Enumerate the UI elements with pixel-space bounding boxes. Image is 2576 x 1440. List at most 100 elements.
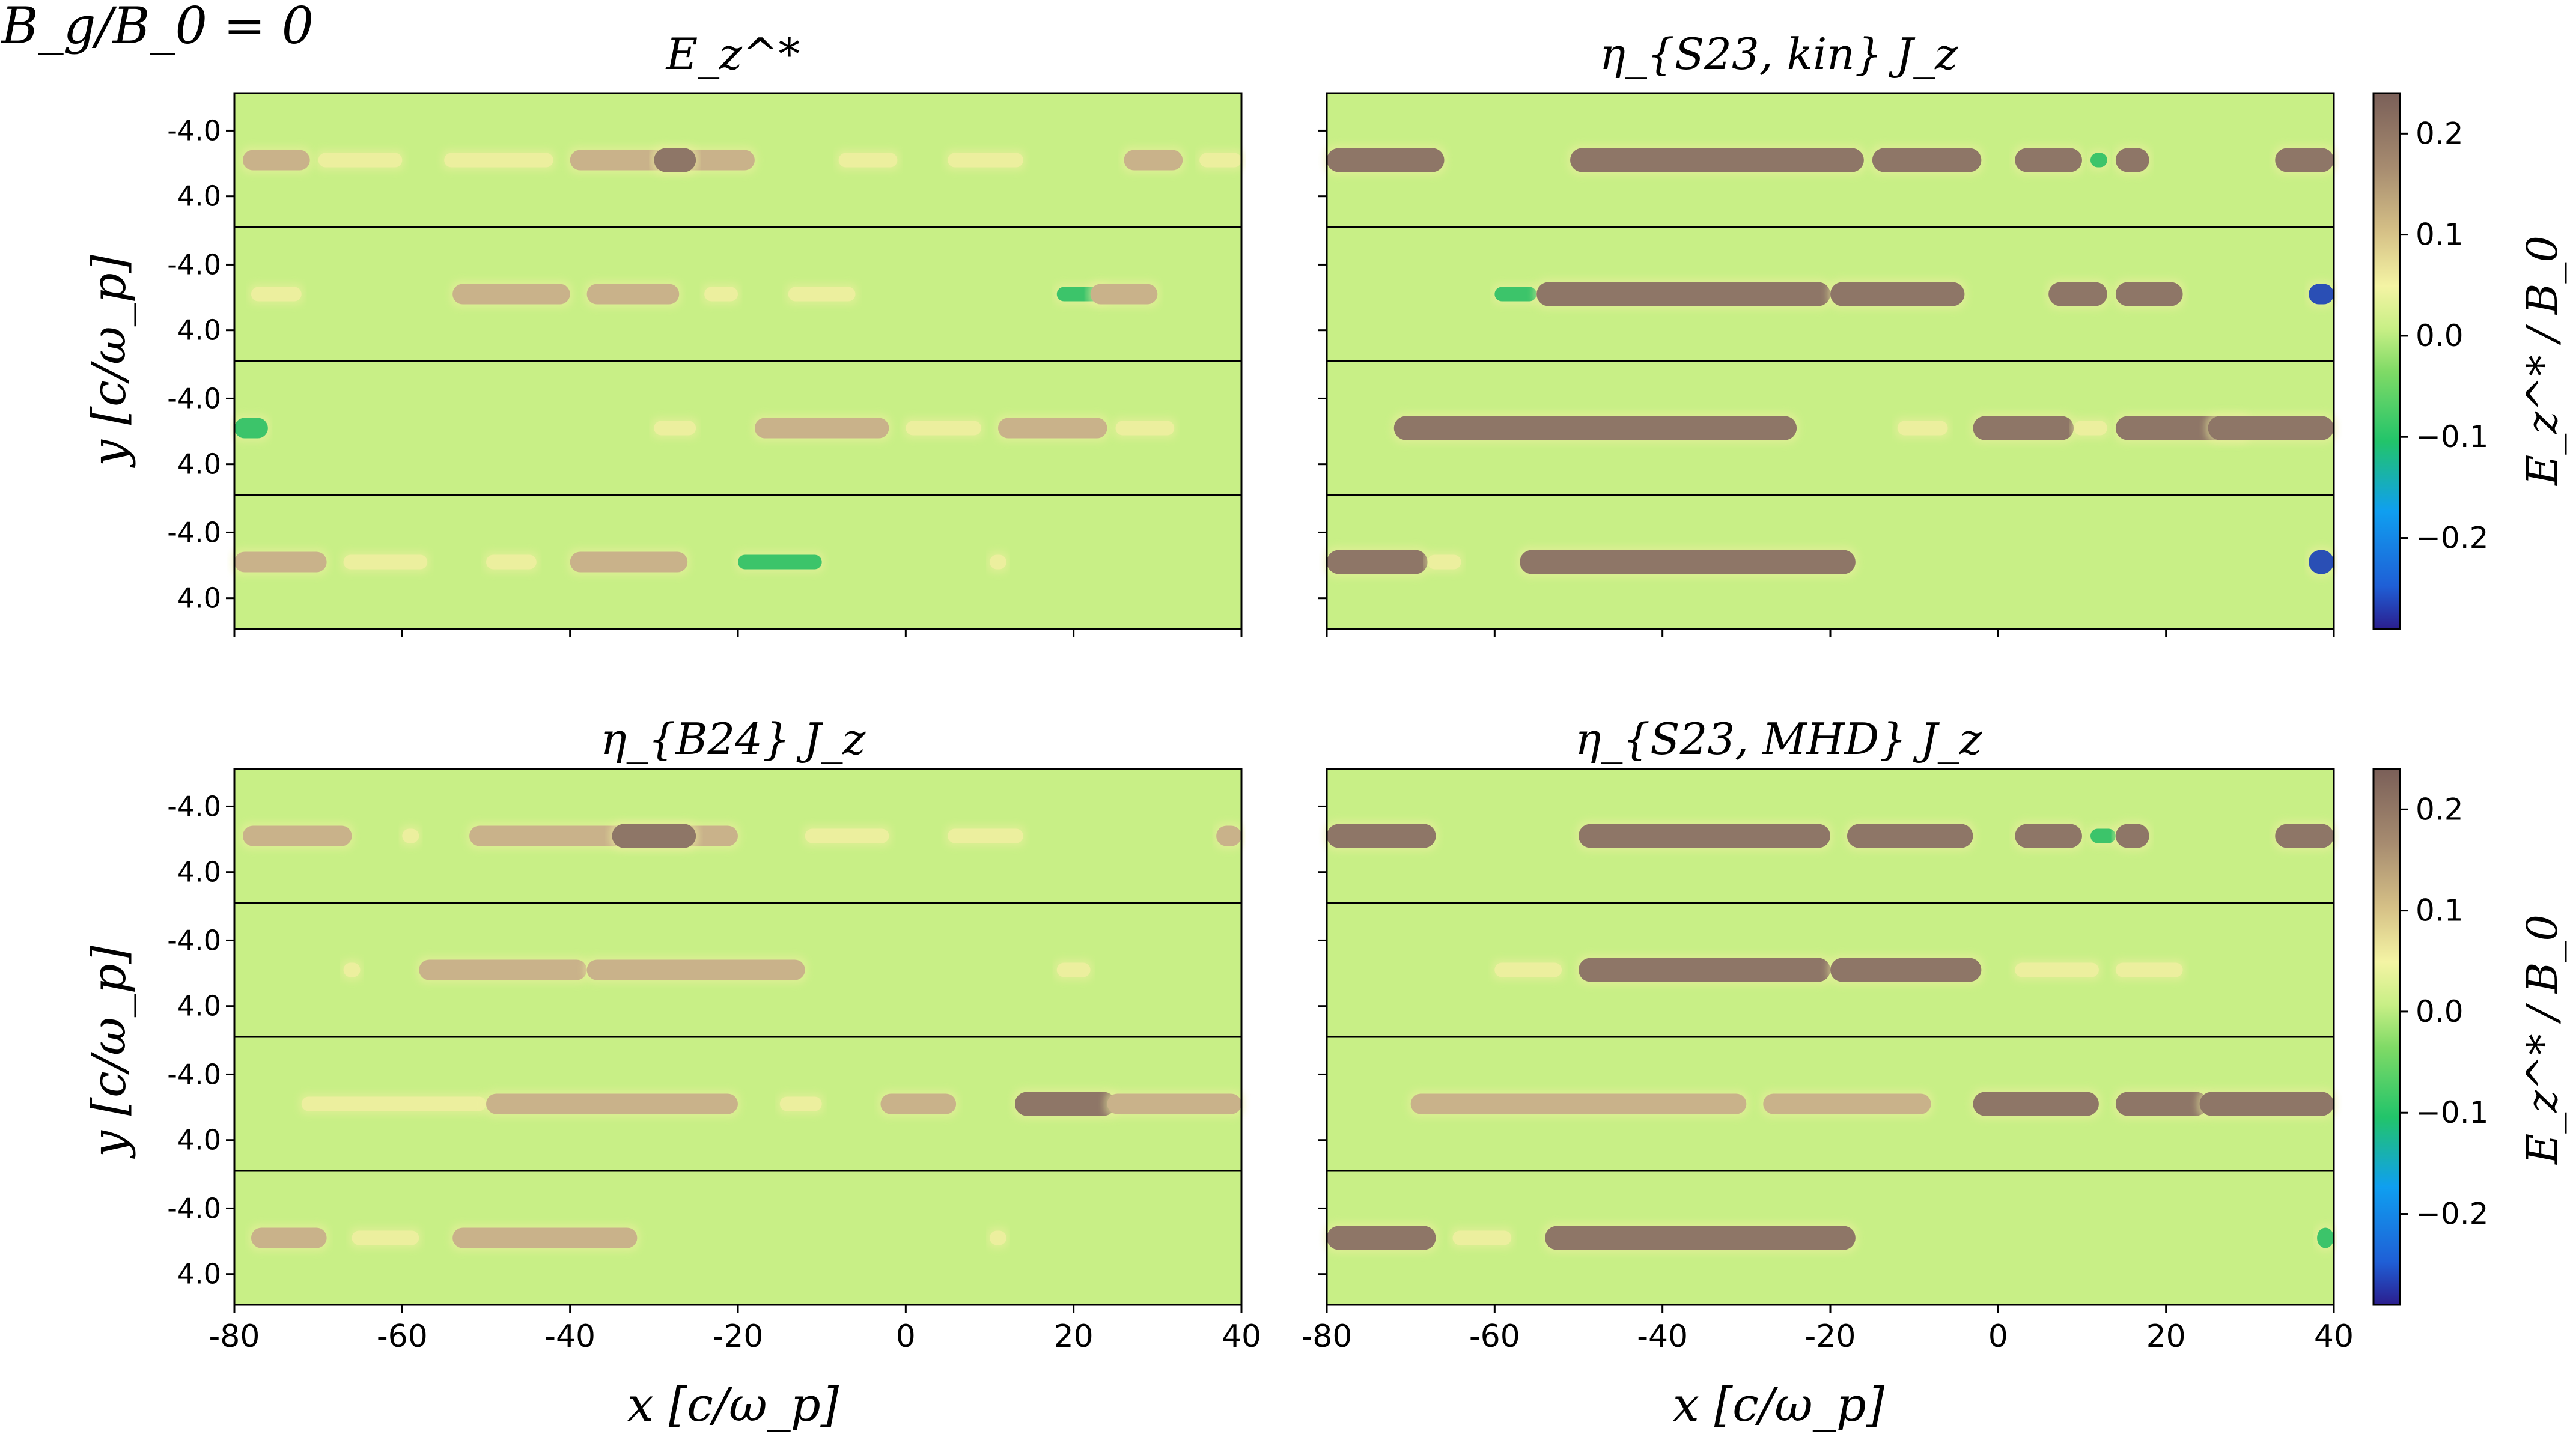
subpanel-row-3: -4.0 4.0 [167,360,1243,496]
colorbar-top: 0.2 0.1 0.0 −0.1 −0.2 [2372,92,2488,630]
subpanel-row-4: -4.0 4.0 [167,1170,1243,1306]
y-tick-label: 4.0 [177,180,221,213]
current-sheet-segment [444,153,553,168]
current-sheet-segment [1452,1230,1512,1245]
x-tick-label: 20 [2146,1319,2186,1355]
colorbar-gradient [2372,92,2401,630]
current-sheet-segment [2015,824,2082,848]
current-sheet-segment [1847,824,1973,848]
current-sheet-segment [654,148,696,172]
current-sheet-segment [1579,958,1830,982]
current-sheet-segment [1327,1226,1436,1250]
subpanel-row-3 [1318,1036,2336,1172]
colorbar-tick-label: 0.1 [2416,893,2464,928]
current-sheet-segment [2015,962,2099,977]
current-sheet-segment [779,1096,822,1111]
current-sheet-segment [805,828,889,843]
y-tick-label: 4.0 [177,1124,221,1156]
current-sheet-segment [2275,824,2334,848]
ylabel-top: y [c/ω_p] [82,254,136,468]
current-sheet-segment [242,150,310,171]
x-tick-label: -20 [1805,1319,1856,1355]
subpanel-row-2 [1318,902,2335,1038]
panel-bottom-right: -80 -60 -40 -20 0 20 40 [1302,768,2354,1355]
current-sheet-segment [1327,148,1445,172]
current-sheet-segment [301,1096,486,1111]
current-sheet-segment [1545,1226,1856,1250]
y-tick-label: -4.0 [167,1192,221,1224]
current-sheet-segment [1897,421,1948,436]
x-tick-label: -80 [1302,1319,1353,1355]
subpanel-row-3: -4.0 4.0 [167,1036,1244,1172]
current-sheet-segment [654,421,696,436]
subpanel-row-4 [1318,494,2336,630]
current-sheet-segment [1520,550,1856,574]
current-sheet-segment [2317,1227,2334,1248]
current-sheet-segment [2115,282,2183,306]
y-tick-label: -4.0 [167,924,221,956]
current-sheet-segment [838,153,898,168]
current-sheet-segment [251,1227,327,1248]
current-sheet-segment [2115,148,2149,172]
current-sheet-segment [352,1230,419,1245]
current-sheet-segment [1056,962,1091,977]
current-sheet-segment [754,418,889,439]
x-tick-label: 0 [896,1319,916,1355]
current-sheet-segment [2115,1092,2208,1116]
x-tick-label: -60 [377,1319,428,1355]
subpanel-row-4: -4.0 4.0 [167,494,1243,630]
ylabel-bottom: y [c/ω_p] [82,945,136,1159]
current-sheet-segment [1830,282,1965,306]
current-sheet-segment [1090,284,1158,305]
current-sheet-segment [738,554,822,570]
current-sheet-segment [1115,421,1175,436]
current-sheet-segment [2275,148,2334,172]
current-sheet-segment [1973,1092,2099,1116]
colorbar-tick-label: −0.1 [2416,419,2488,454]
xlabel-right: x [c/ω_p] [1673,1378,1885,1432]
xlabel-left: x [c/ω_p] [627,1378,839,1432]
current-sheet-segment [2090,153,2107,168]
current-sheet-segment [1536,282,1830,306]
current-sheet-segment [880,1093,957,1114]
current-sheet-segment [1570,148,1864,172]
current-sheet-segment [1199,153,1241,168]
panel-title-bottom-right: η_{S23, MHD} J_z [1575,714,1982,764]
x-tick-label: -40 [544,1319,595,1355]
current-sheet-segment [486,554,537,570]
current-sheet-segment [452,1227,638,1248]
colorbar-tick-label: 0.0 [2416,994,2464,1029]
panel-title-top-right: η_{S23, kin} J_z [1600,29,1958,79]
subpanel-row-3 [1318,360,2336,496]
current-sheet-segment [586,284,680,305]
current-sheet-segment [486,1093,738,1114]
current-sheet-segment [419,959,587,980]
current-sheet-segment [1872,148,1982,172]
current-sheet-segment [948,828,1023,843]
current-sheet-segment [2074,421,2107,436]
current-sheet-segment [1830,958,1982,982]
current-sheet-segment [2115,962,2183,977]
colorbar-tick-label: 0.1 [2416,217,2464,252]
y-tick-label: -4.0 [167,114,221,147]
current-sheet-segment [1014,1092,1116,1116]
current-sheet-segment [704,287,738,302]
current-sheet-segment [318,153,403,168]
subpanel-row-1: -4.0 4.0 [167,92,1244,228]
current-sheet-segment [1579,824,1830,848]
current-sheet-segment [2199,1092,2334,1116]
y-tick-label: -4.0 [167,516,221,548]
y-tick-label: -4.0 [167,1058,221,1090]
y-tick-label: -4.0 [167,248,221,281]
panels: -4.0 4.0 -4.0 4.0 -4.0 4.0 -4.0 4.0 -4.0 4.0 -4.0 4… [167,92,2354,1355]
y-tick-label: 4.0 [177,314,221,347]
figure-label: B_g/B_0 = 0 [0,0,314,55]
current-sheet-segment [997,418,1107,439]
current-sheet-segment [1494,962,1562,977]
subpanel-row-4 [1318,1170,2336,1306]
colorbar-tick-label: 0.2 [2416,792,2464,827]
colorbar-gradient [2372,768,2401,1306]
y-tick-label: 4.0 [177,582,221,615]
current-sheet-segment [251,287,302,302]
current-sheet-segment [906,421,982,436]
